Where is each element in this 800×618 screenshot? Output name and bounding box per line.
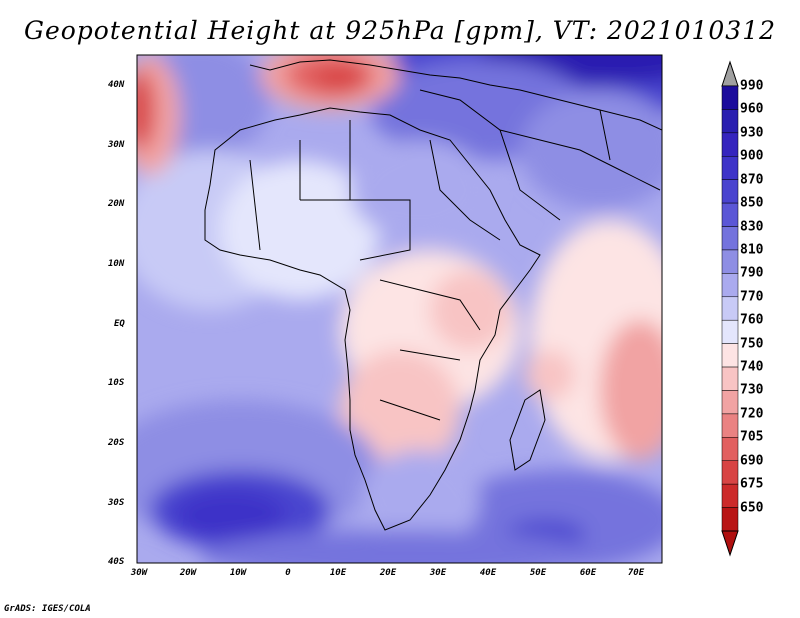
colorbar-level-label: 650 (740, 500, 764, 516)
lon-label: 50E (529, 568, 547, 578)
colorbar-level-label: 730 (740, 382, 764, 398)
colorbar-swatch (721, 132, 739, 157)
colorbar-level-label: 750 (740, 336, 764, 352)
colorbar-level-label: 675 (740, 476, 764, 492)
lon-label: 70E (627, 568, 645, 578)
colorbar-level-label: 690 (740, 453, 764, 469)
map-frame (136, 54, 663, 564)
colorbar-swatch (721, 366, 739, 391)
field-layer (137, 55, 662, 563)
lat-label: 30S (108, 498, 125, 508)
colorbar-level-label: 790 (740, 265, 764, 281)
colorbar-swatch (721, 507, 739, 532)
lon-label: 30E (429, 568, 447, 578)
colorbar-level-label: 760 (740, 312, 764, 328)
colorbar-swatch (721, 273, 739, 298)
colorbar-swatch (721, 343, 739, 368)
colorbar-over-arrow (721, 60, 739, 87)
colorbar-level-label: 810 (740, 242, 764, 258)
colorbar-under-arrow (721, 530, 739, 557)
colorbar-swatch (721, 413, 739, 438)
colorbar-swatch (721, 483, 739, 508)
colorbar-swatch (721, 437, 739, 461)
colorbar (721, 60, 739, 557)
lat-label: 40N (108, 80, 125, 90)
lon-label: 40E (479, 568, 497, 578)
colorbar-level-label: 770 (740, 289, 764, 305)
colorbar-swatch (721, 249, 739, 274)
lon-label: 60E (579, 568, 597, 578)
lon-label: 30W (130, 568, 148, 578)
lat-label: 20N (108, 199, 125, 209)
lat-label: 20S (108, 438, 125, 448)
colorbar-swatch (721, 319, 739, 344)
lat-label: 30N (108, 140, 125, 150)
colorbar-swatch (721, 460, 739, 485)
colorbar-level-label: 850 (740, 195, 764, 211)
colorbar-swatch (721, 85, 739, 110)
lat-label: EQ (114, 319, 125, 329)
lon-label: 20W (179, 568, 197, 578)
lon-label: 0 (285, 568, 291, 578)
colorbar-swatch (721, 202, 739, 227)
coastlines (204, 59, 662, 531)
colorbar-level-label: 870 (740, 172, 764, 188)
colorbar-level-label: 740 (740, 359, 764, 375)
colorbar-swatch (721, 179, 739, 204)
lat-label: 40S (108, 557, 125, 567)
colorbar-level-label: 990 (740, 78, 764, 94)
lon-label: 10E (329, 568, 347, 578)
lat-label: 10S (108, 378, 125, 388)
colorbar-level-label: 720 (740, 406, 764, 422)
colorbar-swatch (721, 296, 739, 321)
credit-text: GrADS: IGES/COLA (4, 604, 91, 614)
lat-label: 10N (108, 259, 125, 269)
colorbar-level-label: 960 (740, 101, 764, 117)
lon-label: 20E (379, 568, 397, 578)
colorbar-swatch (721, 226, 739, 251)
map-title: Geopotential Height at 925hPa [gpm], VT:… (23, 16, 777, 45)
colorbar-swatch (721, 390, 739, 415)
colorbar-swatch (721, 156, 739, 180)
colorbar-level-label: 830 (740, 219, 764, 235)
lon-label: 10W (229, 568, 247, 578)
colorbar-level-label: 930 (740, 125, 764, 141)
colorbar-level-label: 900 (740, 148, 764, 164)
colorbar-swatch (721, 109, 739, 134)
colorbar-level-label: 705 (740, 429, 764, 445)
